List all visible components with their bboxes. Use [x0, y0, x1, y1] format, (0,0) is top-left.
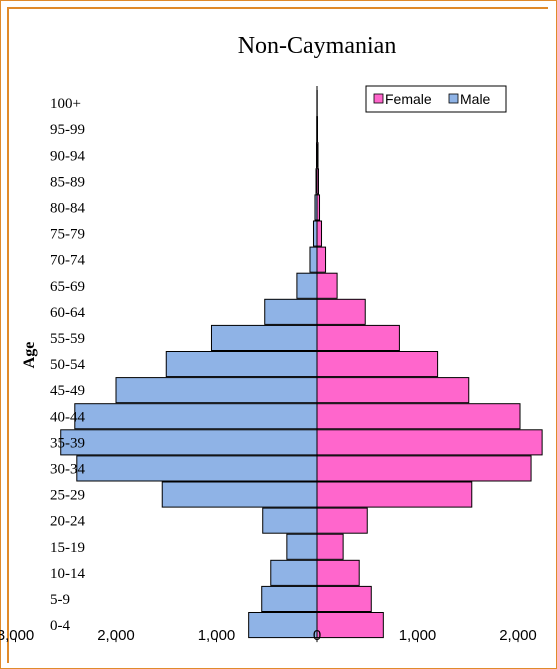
y-tick-label: 70-74	[50, 253, 85, 269]
legend: Female Male	[365, 85, 507, 113]
bar-male-0-4	[248, 612, 318, 639]
x-tick-label: 1,000	[198, 627, 236, 644]
bar-female-60-64	[316, 298, 366, 325]
x-tick-label: 2,000	[97, 627, 135, 644]
chart-frame-inner	[7, 7, 548, 663]
x-tick-label: 3,000	[0, 627, 34, 644]
bar-male-45-49	[115, 377, 318, 404]
y-tick-label: 75-79	[50, 227, 85, 243]
bar-female-5-9	[316, 585, 372, 613]
y-tick-label: 80-84	[50, 200, 85, 216]
bar-female-45-49	[316, 377, 470, 404]
bar-male-30-34	[76, 455, 318, 482]
y-tick-label: 95-99	[50, 122, 85, 138]
bar-female-50-54	[316, 351, 439, 378]
bar-male-20-24	[262, 507, 318, 534]
y-tick-label: 25-29	[50, 488, 85, 504]
bar-male-75-79	[312, 220, 318, 247]
y-tick-label: 85-89	[50, 174, 85, 190]
y-tick-label: 30-34	[50, 461, 85, 477]
bar-male-70-74	[309, 246, 318, 273]
legend-swatch-male	[448, 93, 459, 104]
axes-group	[15, 86, 519, 643]
y-tick-label: 10-14	[50, 566, 85, 582]
legend-label-male: Male	[460, 91, 491, 107]
y-tick-label: 100+	[50, 96, 81, 112]
bar-female-65-69	[316, 272, 338, 299]
bar-female-20-24	[316, 507, 368, 534]
x-tick-label: 2,000	[499, 627, 537, 644]
y-tick-label: 0-4	[50, 618, 70, 634]
bar-female-40-44	[316, 403, 521, 430]
y-tick-labels: 0-4 5-9 10-14 15-19 20-24 25-29 30-34 35-39 40-4…	[50, 96, 85, 634]
legend-label-female: Female	[385, 91, 432, 107]
bar-female-10-14	[316, 559, 360, 586]
bars-group	[60, 90, 543, 639]
y-tick-label: 50-54	[50, 357, 85, 373]
bar-male-40-44	[74, 403, 318, 430]
chart-title: Non-Caymanian	[238, 33, 397, 59]
bar-male-15-19	[286, 533, 318, 560]
y-tick-label: 60-64	[50, 305, 85, 321]
legend-box	[365, 85, 507, 113]
bar-male-25-29	[161, 481, 318, 508]
bar-male-10-14	[270, 559, 318, 586]
bar-male-5-9	[261, 585, 318, 613]
legend-swatch-female	[373, 93, 384, 104]
bar-male-60-64	[264, 298, 318, 325]
bar-female-25-29	[316, 481, 473, 508]
bar-male-65-69	[296, 272, 318, 299]
bar-female-15-19	[316, 533, 344, 560]
bar-female-55-59	[316, 324, 400, 351]
y-tick-label: 55-59	[50, 331, 85, 347]
bar-male-50-54	[165, 351, 318, 378]
x-tick-label: 0	[313, 627, 321, 644]
bar-female-75-79	[316, 220, 323, 247]
bar-male-35-39	[60, 429, 318, 456]
y-tick-label: 20-24	[50, 514, 85, 530]
y-tick-label: 40-44	[50, 409, 85, 425]
bar-female-70-74	[316, 246, 327, 273]
bar-male-55-59	[210, 324, 318, 351]
x-tick-label: 1,000	[399, 627, 437, 644]
y-axis-label: Age	[21, 342, 38, 369]
bar-female-35-39	[316, 429, 543, 456]
y-tick-label: 65-69	[50, 279, 85, 295]
y-tick-label: 15-19	[50, 540, 85, 556]
bar-female-30-34	[316, 455, 532, 482]
y-tick-label: 35-39	[50, 435, 85, 451]
bar-female-0-4	[316, 612, 384, 639]
y-tick-label: 45-49	[50, 383, 85, 399]
y-tick-label: 5-9	[50, 592, 70, 608]
y-tick-label: 90-94	[50, 148, 85, 164]
